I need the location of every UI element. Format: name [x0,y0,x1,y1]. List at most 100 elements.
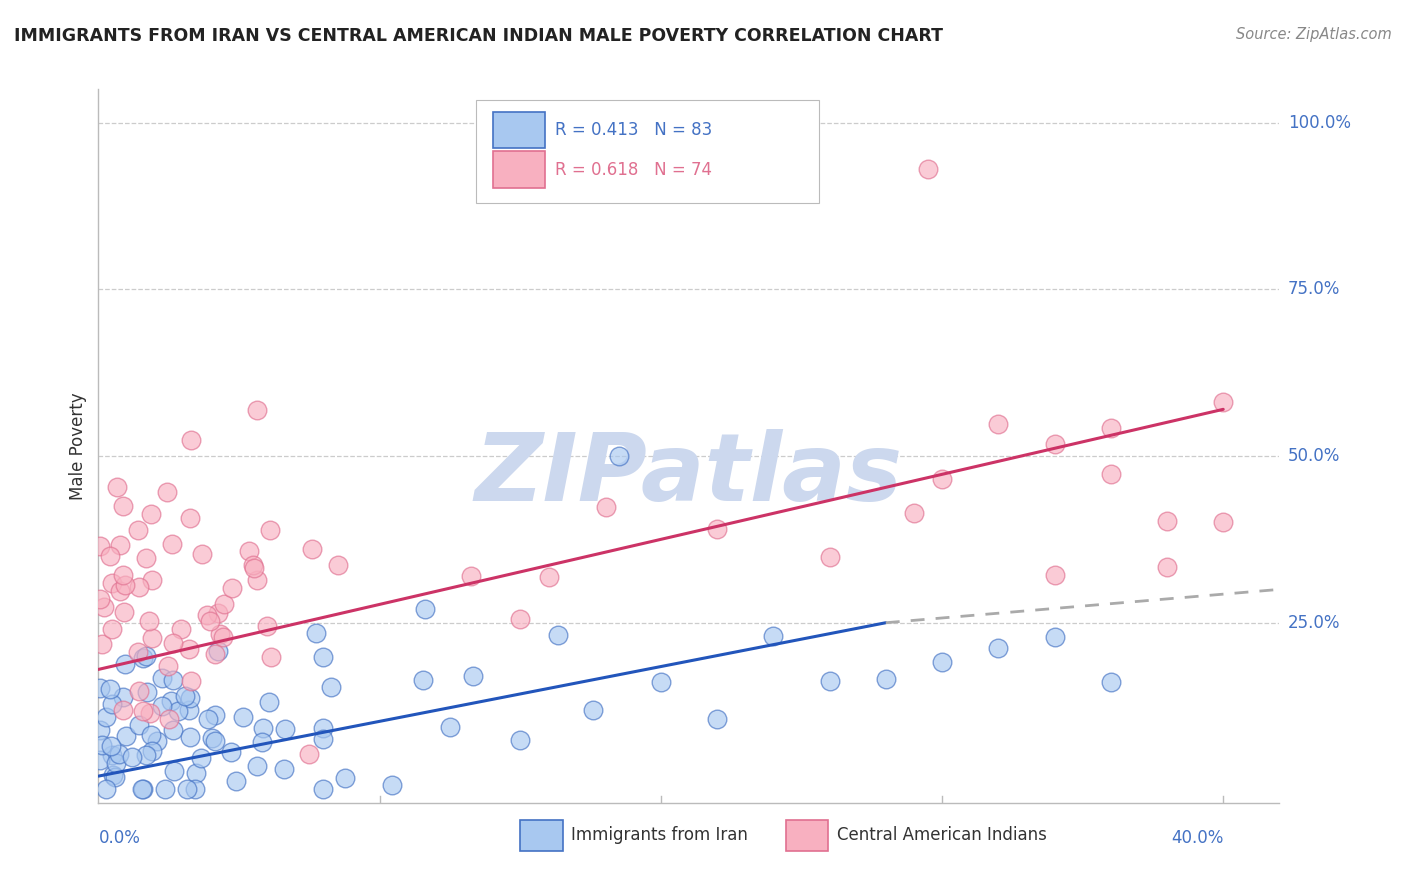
Point [156,484,179,499]
Text: Source: ZipAtlas.com: Source: ZipAtlas.com [1236,27,1392,42]
Point [180,673,202,688]
Point [159,694,181,708]
Point [762,629,785,643]
Point [212,597,235,611]
Point [208,626,231,640]
Point [461,669,484,683]
Point [538,570,561,584]
Point [89,591,111,606]
Point [93,599,115,614]
Point [132,704,155,718]
Point [204,734,226,748]
Point [260,649,283,664]
FancyBboxPatch shape [494,112,546,148]
Point [91,738,114,752]
Point [128,684,150,698]
FancyBboxPatch shape [520,820,562,851]
Point [238,544,260,558]
Point [162,723,184,737]
Point [128,581,150,595]
Point [547,628,569,642]
Text: 75.0%: 75.0% [1288,280,1340,298]
Point [246,573,269,587]
Point [312,721,335,735]
Point [1156,560,1178,574]
Point [127,523,149,537]
Text: ZIPatlas: ZIPatlas [475,428,903,521]
Point [595,500,617,515]
Point [141,631,163,645]
Point [101,622,124,636]
Point [170,623,193,637]
Point [179,511,201,525]
Point [509,733,531,747]
Point [115,729,138,743]
Point [298,747,321,762]
Point [127,645,149,659]
Point [190,751,212,765]
Y-axis label: Male Poverty: Male Poverty [69,392,87,500]
Point [312,650,335,665]
Point [100,747,122,762]
Point [204,707,226,722]
Point [381,778,404,792]
Point [197,712,219,726]
Point [135,748,157,763]
Point [132,651,155,665]
Point [439,720,461,734]
Point [108,538,131,552]
Point [1043,436,1066,450]
Point [160,537,183,551]
Point [190,547,212,561]
Point [111,703,134,717]
Point [153,781,176,796]
Point [146,734,169,748]
Point [1099,421,1122,435]
Point [176,781,198,796]
Point [114,578,136,592]
Point [650,675,672,690]
Point [221,581,243,595]
Point [112,690,135,705]
Point [139,728,162,742]
Point [301,542,323,557]
FancyBboxPatch shape [477,100,818,203]
Point [582,703,605,717]
Point [328,558,350,572]
Point [509,612,531,626]
Point [312,781,335,796]
Point [112,499,135,513]
Point [198,615,221,629]
Point [246,759,269,773]
FancyBboxPatch shape [786,820,828,851]
Point [166,705,188,719]
Point [100,739,122,753]
Point [139,706,162,720]
Point [931,655,953,669]
Text: 50.0%: 50.0% [1288,447,1340,465]
Point [177,703,200,717]
Text: 25.0%: 25.0% [1288,614,1340,632]
Point [252,721,274,735]
FancyBboxPatch shape [494,152,546,187]
Point [1212,515,1234,529]
Point [141,574,163,588]
Point [150,699,173,714]
Point [103,770,125,784]
Point [1099,675,1122,690]
Point [121,750,143,764]
Text: R = 0.413   N = 83: R = 0.413 N = 83 [555,121,713,139]
Point [128,718,150,732]
Point [98,681,121,696]
Point [225,774,247,789]
Text: 100.0%: 100.0% [1288,113,1351,131]
Point [135,648,157,663]
Point [204,647,226,661]
Point [232,710,254,724]
Point [179,730,201,744]
Point [201,731,224,745]
Point [135,550,157,565]
Text: Central American Indians: Central American Indians [837,826,1046,844]
Point [180,433,202,447]
Point [706,712,728,726]
